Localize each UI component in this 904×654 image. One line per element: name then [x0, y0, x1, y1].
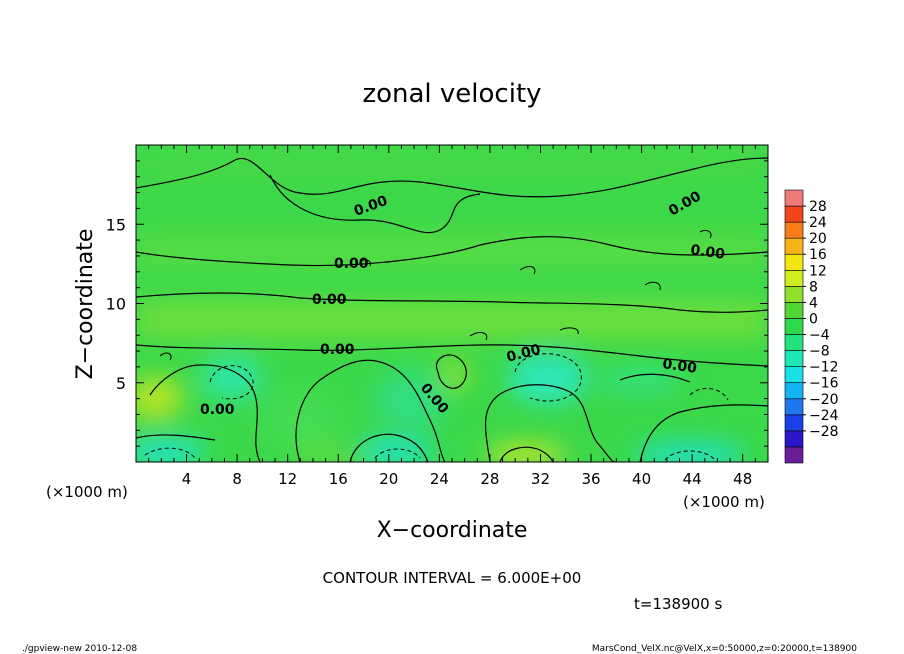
x-tick-label: 40 — [632, 470, 651, 488]
x-tick-label: 12 — [278, 470, 297, 488]
contour-label: 0.00 — [200, 402, 235, 418]
colorbar-swatch — [784, 350, 804, 367]
x-unit-right: (×1000 m) — [683, 493, 765, 511]
contour-interval: CONTOUR INTERVAL = 6.000E+00 — [323, 569, 582, 587]
colorbar-label: −28 — [809, 424, 839, 440]
colorbar-swatch — [784, 446, 804, 464]
x-axis-tick-labels: 4 8 12 16 20 24 28 32 36 40 44 48 — [182, 470, 752, 488]
colorbar-swatch — [784, 398, 804, 416]
x-tick-label: 32 — [531, 470, 550, 488]
x-tick-label: 24 — [430, 470, 449, 488]
footer-left: ./gpview-new 2010-12-08 — [22, 644, 137, 654]
y-axis-ticks — [136, 144, 768, 463]
colorbar-label: 20 — [809, 231, 827, 247]
x-tick-label: 4 — [182, 470, 192, 488]
colorbar-swatch — [784, 366, 804, 384]
y-tick-label: 15 — [106, 215, 126, 234]
x-tick-label: 8 — [232, 470, 242, 488]
colorbar-label: 16 — [809, 247, 827, 263]
colorbar-label: −20 — [809, 392, 839, 408]
colorbar-label: 28 — [809, 199, 827, 215]
colorbar-label: −4 — [809, 328, 830, 344]
colorbar-swatch — [784, 334, 804, 351]
y-axis-label: Z−coordinate — [73, 229, 98, 380]
x-axis-ticks — [135, 145, 769, 462]
contour-label: 0.00 — [312, 292, 347, 308]
colorbar-swatch — [784, 382, 804, 400]
x-tick-label: 16 — [329, 470, 348, 488]
colorbar-label: −8 — [809, 344, 830, 360]
colorbar-swatch — [784, 318, 804, 335]
x-tick-label: 44 — [683, 470, 702, 488]
contour-label: 0.00 — [320, 342, 355, 358]
colorbar-swatch — [784, 269, 804, 287]
colorbar-swatch — [784, 253, 804, 271]
x-tick-label: 20 — [379, 470, 398, 488]
colorbar-label: 24 — [809, 215, 827, 231]
x-axis-label: X−coordinate — [377, 518, 528, 543]
colorbar-swatch — [784, 302, 804, 319]
contour-label: 0.00 — [661, 356, 698, 377]
x-unit-left: (×1000 m) — [46, 483, 128, 501]
colorbar-label: 12 — [809, 263, 827, 279]
footer-right: MarsCond_VelX.nc@VelX,x=0:50000,z=0:2000… — [592, 644, 857, 654]
colorbar — [784, 189, 806, 464]
colorbar-swatch — [784, 430, 804, 448]
y-tick-label: 10 — [106, 295, 126, 314]
colorbar-swatch — [784, 205, 804, 223]
colorbar-label: −16 — [809, 376, 839, 392]
x-tick-label: 36 — [581, 470, 600, 488]
colorbar-label: 8 — [809, 279, 818, 295]
x-tick-label: 48 — [733, 470, 752, 488]
y-tick-label: 5 — [116, 374, 126, 393]
contour-label: 0.00 — [689, 242, 726, 263]
y-axis-tick-labels: 5 10 15 — [106, 215, 126, 393]
colorbar-swatch — [784, 414, 804, 432]
colorbar-label: 4 — [809, 295, 818, 311]
colorbar-swatch — [784, 286, 804, 303]
colorbar-label: −24 — [809, 408, 839, 424]
colorbar-swatch — [784, 221, 804, 239]
time-label: t=138900 s — [634, 595, 722, 613]
colorbar-swatch — [784, 189, 804, 207]
colorbar-label: −12 — [809, 360, 839, 376]
contour-label: 0.00 — [334, 256, 369, 272]
colorbar-swatch — [784, 237, 804, 255]
velocity-field: 0.00 0.00 0.00 0.00 0.00 0.00 0.00 0.00 … — [136, 145, 768, 462]
colorbar-label: 0 — [809, 311, 818, 327]
x-tick-label: 28 — [480, 470, 499, 488]
chart-title: zonal velocity — [362, 79, 541, 109]
